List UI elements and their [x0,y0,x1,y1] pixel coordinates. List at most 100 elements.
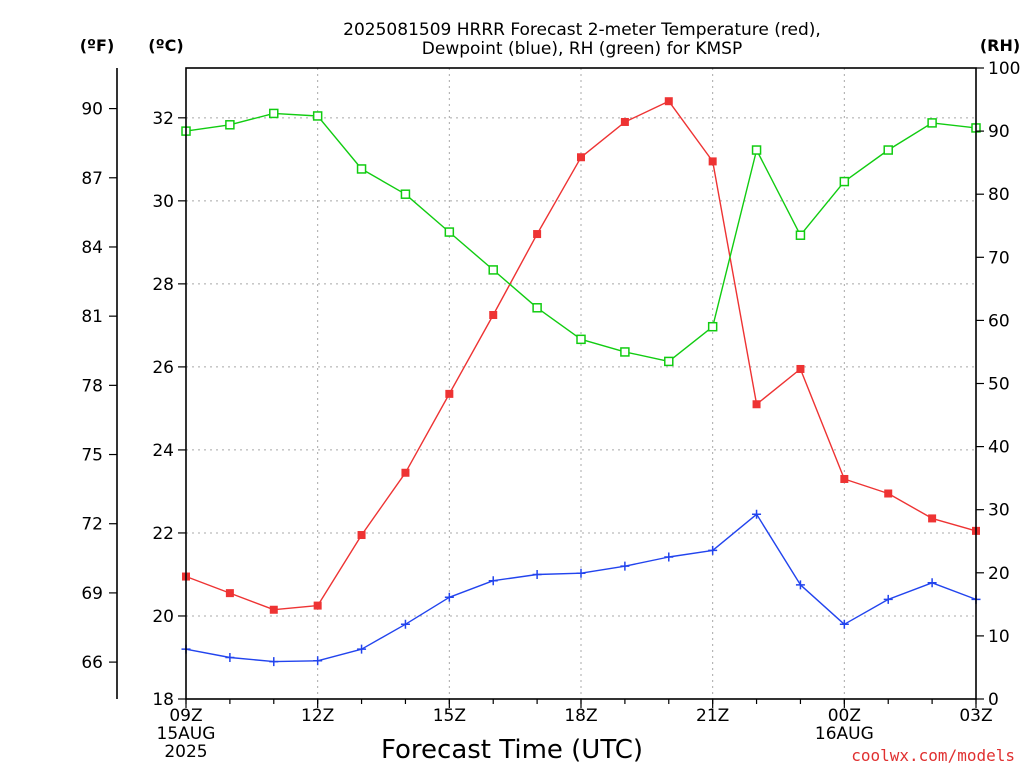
dewpoint-point [532,569,542,579]
dewpoint-point [620,561,630,571]
rh-unit-label: (RH) [980,36,1020,55]
x-tick-label: 21Z [696,706,729,726]
rh-tick-label: 70 [988,248,1010,268]
rh-point [620,347,630,357]
rh-point [312,111,323,121]
rh-tick-label: 50 [988,375,1010,395]
series-layer [181,97,981,667]
dewpoint-point [883,594,893,604]
temperature-point [664,97,673,106]
temperature-point [884,489,893,498]
celsius-tick-label: 30 [152,192,174,212]
fahrenheit-tick-label: 72 [81,515,103,535]
dewpoint-point [839,619,849,629]
temperature-point [708,157,717,166]
x-tick-label: 2025 [164,742,207,762]
x-tick-label: 15Z [433,706,466,726]
rh-tick-label: 20 [988,564,1010,584]
rh-tick-label: 0 [988,690,999,710]
chart-title-line-2: Dewpoint (blue), RH (green) for KMSP [422,39,742,59]
rh-point [444,227,455,237]
celsius-tick-label: 20 [152,607,174,627]
dewpoint-point [708,545,718,555]
rh-tick-label: 100 [988,59,1020,79]
rh-tick-label: 30 [988,501,1010,521]
rh-tick-label: 40 [988,438,1010,458]
rh-point [532,303,542,313]
fahrenheit-tick-label: 69 [81,584,103,604]
dewpoint-point [576,568,586,578]
rh-point [576,334,586,345]
dewpoint-point [664,552,674,562]
grid-lines [186,68,976,699]
dewpoint-point [400,619,410,629]
rh-point [751,145,762,155]
dewpoint-point [752,509,762,519]
temperature-point [752,400,761,409]
dewpoint-point [488,576,498,586]
x-tick-label: 00Z [828,706,861,726]
fahrenheit-tick-label: 66 [81,653,103,673]
rh-tick-label: 80 [988,185,1010,205]
celsius-tick-label: 18 [152,690,174,710]
rh-point [795,230,806,240]
temperature-point [445,389,454,398]
fahrenheit-tick-label: 87 [81,169,103,189]
rh-tick-label: 60 [988,311,1010,331]
temperature-point [401,468,410,477]
celsius-tick-label: 28 [152,275,174,295]
dewpoint-point [795,580,805,590]
temperature-point [489,311,498,320]
rh-point [488,265,498,275]
dewpoint-point [225,652,235,662]
x-tick-label: 12Z [301,706,334,726]
fahrenheit-tick-label: 81 [81,307,103,327]
rh-point [400,189,411,199]
temperature-point [928,514,937,523]
rh-point [927,118,937,128]
dewpoint-point [313,656,323,666]
temperature-point [269,605,278,614]
celsius-tick-label: 32 [152,109,174,129]
temperature-point [533,230,542,239]
rh-point [225,120,235,130]
temperature-point [620,117,629,126]
dewpoint-point [269,657,279,667]
celsius-ticks: 18 20 22 24 26 28 30 32 [152,109,186,710]
rh-point [269,108,279,119]
temperature-point [357,531,366,540]
fahrenheit-tick-label: 78 [81,376,103,396]
rh-point [839,176,850,187]
x-axis-label: Forecast Time (UTC) [381,735,643,765]
rh-tick-label: 10 [988,627,1010,647]
dewpoint-point [357,644,367,654]
fahrenheit-ticks: 66 69 72 75 78 81 84 87 90 [81,100,117,673]
fahrenheit-unit-label: (ºF) [80,36,115,55]
celsius-tick-label: 22 [152,524,174,544]
fahrenheit-tick-label: 75 [81,446,103,466]
fahrenheit-tick-label: 90 [81,100,103,120]
x-tick-label: 03Z [959,706,992,726]
x-tick-label: 15AUG [157,724,216,744]
credit-text: coolwx.com/models [851,746,1015,765]
rh-point [664,356,674,367]
chart-title-line-1: 2025081509 HRRR Forecast 2-meter Tempera… [343,20,821,40]
dewpoint-point [444,592,454,602]
temperature-point [577,153,585,162]
temperature-point [225,589,234,598]
rh-point [707,321,718,332]
fahrenheit-tick-label: 84 [81,238,103,258]
x-tick-label: 16AUG [815,724,874,744]
rh-point [356,164,367,174]
rh-point [883,145,893,155]
celsius-tick-label: 26 [152,358,174,378]
temperature-point [313,601,322,610]
x-tick-label: 18Z [564,706,597,726]
celsius-unit-label: (ºC) [148,36,183,55]
rh-tick-label: 90 [988,122,1010,142]
celsius-tick-label: 24 [152,441,174,461]
rh-ticks: 0 10 20 30 40 50 60 70 80 90 100 [976,59,1020,710]
temperature-point [840,474,849,483]
